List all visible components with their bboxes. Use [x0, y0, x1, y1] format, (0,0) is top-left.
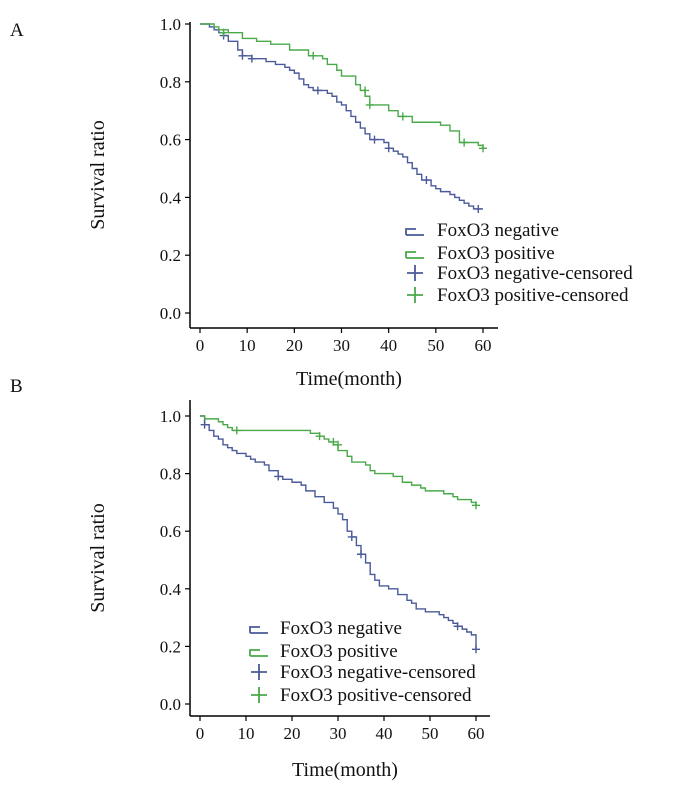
legend-line-icon [249, 626, 268, 634]
y-axis-title: Survival ratio [87, 120, 109, 229]
censor-mark-negative [370, 135, 379, 144]
x-tick-label: 50 [427, 336, 444, 355]
x-tick-label: 60 [475, 336, 492, 355]
y-tick-label: 0.6 [160, 131, 181, 150]
y-tick-label: 0.4 [160, 188, 182, 207]
y-tick-label: 0.0 [160, 304, 181, 323]
y-tick-label: 0.2 [160, 637, 181, 656]
censor-mark-negative [384, 144, 393, 153]
legend-plus-icon [251, 687, 267, 703]
censor-mark-positive [460, 138, 469, 147]
legend-entry-label: FoxO3 positive-censored [437, 285, 629, 306]
y-tick-label: 0.4 [160, 580, 182, 599]
censor-mark-positive [361, 86, 370, 95]
legend-plus-icon [407, 287, 423, 303]
censor-mark-negative [453, 622, 462, 631]
x-tick-label: 30 [330, 724, 347, 743]
panel-a: A 0.0 0.2 0.4 0.6 0.8 1.0 0 10 20 30 40 50 60 Survival… [10, 15, 633, 390]
legend-entry-label: FoxO3 positive [437, 243, 555, 264]
y-tick-label: 0.8 [160, 465, 181, 484]
x-tick-label: 10 [239, 336, 256, 355]
legend-line-icon [405, 228, 424, 236]
x-tick-label: 50 [422, 724, 439, 743]
legend-line-icon [249, 649, 268, 657]
censor-mark-negative [472, 645, 480, 654]
censor-mark-negative [313, 86, 322, 95]
y-tick-label: 0.2 [160, 246, 181, 265]
x-tick-label: 30 [333, 336, 350, 355]
legend-entry-label: FoxO3 positive-censored [280, 685, 472, 706]
y-tick-label: 1.0 [160, 15, 181, 34]
censor-mark-negative [247, 54, 256, 63]
y-tick-label: 1.0 [160, 407, 181, 426]
x-axis-title: Time(month) [296, 368, 402, 390]
y-tick-label: 0.0 [160, 695, 181, 714]
censor-mark-positive [219, 28, 228, 37]
legend-entry-label: FoxO3 negative-censored [437, 263, 633, 284]
x-tick-label: 60 [468, 724, 485, 743]
legend-entry-label: FoxO3 negative-censored [280, 662, 476, 683]
legend-plus-icon [251, 664, 267, 680]
series-line-negative [200, 23, 483, 210]
x-tick-label: 40 [380, 336, 397, 355]
censor-mark-negative [347, 532, 356, 541]
censor-mark-positive [472, 501, 480, 510]
legend-plus-icon [407, 265, 423, 281]
censor-mark-positive [365, 100, 374, 109]
censor-mark-negative [238, 51, 247, 60]
panel-label: A [10, 20, 24, 41]
x-tick-label: 20 [284, 724, 301, 743]
legend-entry-label: FoxO3 positive [280, 641, 398, 662]
censor-mark-positive [479, 144, 487, 153]
series-line-positive [200, 23, 484, 149]
legend-line-icon [405, 251, 424, 259]
y-tick-label: 0.6 [160, 522, 181, 541]
series-line-negative [200, 415, 477, 650]
y-axis-title: Survival ratio [87, 503, 109, 612]
x-tick-label: 40 [376, 724, 393, 743]
censor-mark-positive [232, 426, 241, 435]
legend-entry-label: FoxO3 negative [280, 618, 402, 639]
censor-mark-negative [474, 204, 483, 213]
x-tick-label: 0 [196, 336, 205, 355]
censor-mark-negative [422, 176, 431, 185]
y-tick-label: 0.8 [160, 73, 181, 92]
x-tick-label: 10 [238, 724, 255, 743]
series-line-positive [200, 415, 477, 506]
censor-mark-positive [398, 112, 407, 121]
x-tick-label: 20 [286, 336, 303, 355]
panel-b: B 0.0 0.2 0.4 0.6 0.8 1.0 0 10 20 30 40 50 60 Survival… [10, 376, 490, 781]
censor-mark-positive [315, 432, 324, 441]
legend-entry-label: FoxO3 negative [437, 220, 559, 241]
censor-mark-negative [274, 472, 283, 481]
x-tick-label: 0 [196, 724, 205, 743]
censor-mark-negative [200, 420, 209, 429]
panel-label: B [10, 376, 23, 397]
x-axis-title: Time(month) [292, 759, 398, 781]
censor-mark-positive [309, 51, 318, 60]
censor-mark-positive [334, 440, 342, 449]
censor-mark-negative [357, 550, 365, 559]
censor-mark-positive [329, 437, 338, 446]
